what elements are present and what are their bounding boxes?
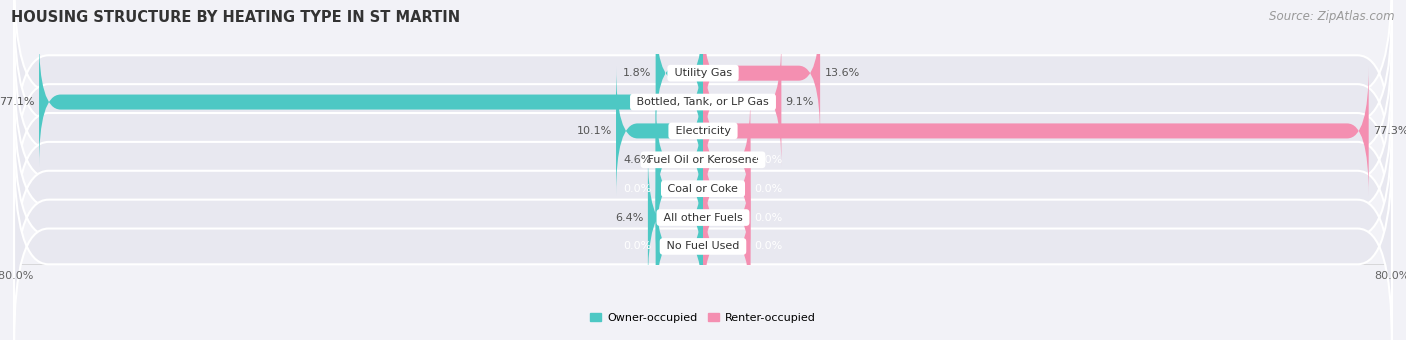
FancyBboxPatch shape [703, 95, 751, 224]
FancyBboxPatch shape [655, 95, 703, 224]
Text: 1.8%: 1.8% [623, 68, 651, 78]
Legend: Owner-occupied, Renter-occupied: Owner-occupied, Renter-occupied [591, 312, 815, 323]
Text: 9.1%: 9.1% [786, 97, 814, 107]
Text: Utility Gas: Utility Gas [671, 68, 735, 78]
Text: Fuel Oil or Kerosene: Fuel Oil or Kerosene [644, 155, 762, 165]
FancyBboxPatch shape [648, 153, 703, 282]
FancyBboxPatch shape [14, 4, 1392, 200]
Text: 0.0%: 0.0% [755, 241, 783, 252]
FancyBboxPatch shape [14, 120, 1392, 315]
FancyBboxPatch shape [703, 182, 751, 311]
Text: 10.1%: 10.1% [576, 126, 612, 136]
FancyBboxPatch shape [703, 124, 751, 253]
Text: 77.3%: 77.3% [1374, 126, 1406, 136]
Text: 0.0%: 0.0% [755, 184, 783, 194]
FancyBboxPatch shape [703, 66, 1368, 196]
Text: Electricity: Electricity [672, 126, 734, 136]
FancyBboxPatch shape [703, 37, 782, 167]
Text: 77.1%: 77.1% [0, 97, 35, 107]
FancyBboxPatch shape [14, 33, 1392, 228]
Text: 6.4%: 6.4% [616, 212, 644, 223]
FancyBboxPatch shape [655, 124, 703, 253]
FancyBboxPatch shape [14, 91, 1392, 286]
Text: 4.6%: 4.6% [623, 155, 651, 165]
FancyBboxPatch shape [14, 0, 1392, 171]
FancyBboxPatch shape [616, 66, 703, 196]
FancyBboxPatch shape [14, 149, 1392, 340]
FancyBboxPatch shape [655, 182, 703, 311]
FancyBboxPatch shape [39, 37, 703, 167]
FancyBboxPatch shape [14, 62, 1392, 257]
Text: All other Fuels: All other Fuels [659, 212, 747, 223]
Text: 0.0%: 0.0% [623, 241, 651, 252]
Text: 0.0%: 0.0% [755, 155, 783, 165]
FancyBboxPatch shape [703, 153, 751, 282]
FancyBboxPatch shape [703, 8, 820, 138]
FancyBboxPatch shape [655, 8, 703, 138]
Text: 13.6%: 13.6% [824, 68, 859, 78]
Text: 0.0%: 0.0% [755, 212, 783, 223]
Text: Bottled, Tank, or LP Gas: Bottled, Tank, or LP Gas [633, 97, 773, 107]
Text: Source: ZipAtlas.com: Source: ZipAtlas.com [1270, 10, 1395, 23]
Text: No Fuel Used: No Fuel Used [664, 241, 742, 252]
Text: 0.0%: 0.0% [623, 184, 651, 194]
Text: Coal or Coke: Coal or Coke [664, 184, 742, 194]
Text: HOUSING STRUCTURE BY HEATING TYPE IN ST MARTIN: HOUSING STRUCTURE BY HEATING TYPE IN ST … [11, 10, 460, 25]
